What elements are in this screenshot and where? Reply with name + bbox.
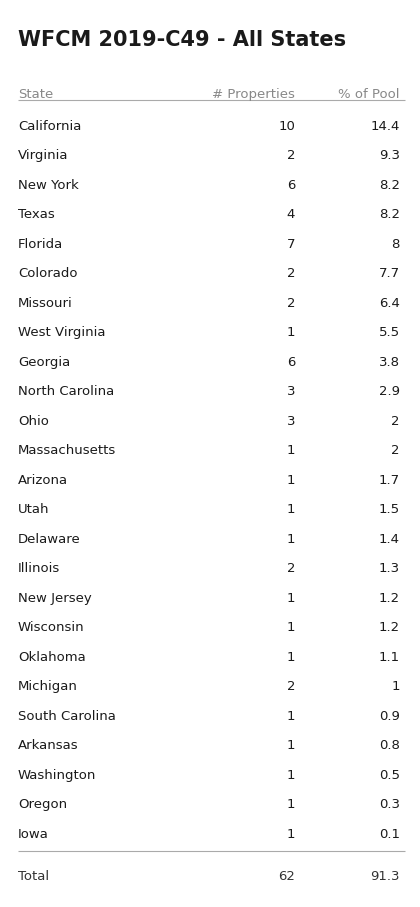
Text: 1: 1 bbox=[286, 503, 295, 516]
Text: WFCM 2019-C49 - All States: WFCM 2019-C49 - All States bbox=[18, 30, 346, 50]
Text: 3: 3 bbox=[286, 414, 295, 428]
Text: Utah: Utah bbox=[18, 503, 50, 516]
Text: Washington: Washington bbox=[18, 769, 96, 782]
Text: 1: 1 bbox=[286, 739, 295, 752]
Text: 1.2: 1.2 bbox=[379, 592, 400, 605]
Text: 6.4: 6.4 bbox=[379, 297, 400, 310]
Text: Michigan: Michigan bbox=[18, 680, 78, 693]
Text: 1: 1 bbox=[286, 532, 295, 546]
Text: Oregon: Oregon bbox=[18, 798, 67, 812]
Text: 62: 62 bbox=[278, 870, 295, 883]
Text: 0.1: 0.1 bbox=[379, 828, 400, 841]
Text: 6: 6 bbox=[286, 356, 295, 369]
Text: 2.9: 2.9 bbox=[379, 385, 400, 398]
Text: 5.5: 5.5 bbox=[379, 327, 400, 339]
Text: 2: 2 bbox=[286, 268, 295, 280]
Text: 1.1: 1.1 bbox=[379, 651, 400, 664]
Text: Total: Total bbox=[18, 870, 49, 883]
Text: Texas: Texas bbox=[18, 209, 55, 221]
Text: 1: 1 bbox=[286, 769, 295, 782]
Text: 2: 2 bbox=[286, 680, 295, 693]
Text: Florida: Florida bbox=[18, 238, 63, 251]
Text: 3.8: 3.8 bbox=[379, 356, 400, 369]
Text: 2: 2 bbox=[391, 444, 400, 457]
Text: 1.3: 1.3 bbox=[379, 562, 400, 575]
Text: 8: 8 bbox=[391, 238, 400, 251]
Text: State: State bbox=[18, 88, 53, 101]
Text: North Carolina: North Carolina bbox=[18, 385, 114, 398]
Text: Iowa: Iowa bbox=[18, 828, 49, 841]
Text: Arizona: Arizona bbox=[18, 473, 68, 487]
Text: 1: 1 bbox=[286, 651, 295, 664]
Text: Delaware: Delaware bbox=[18, 532, 81, 546]
Text: Wisconsin: Wisconsin bbox=[18, 621, 84, 634]
Text: New Jersey: New Jersey bbox=[18, 592, 92, 605]
Text: 8.2: 8.2 bbox=[379, 179, 400, 191]
Text: 1: 1 bbox=[286, 621, 295, 634]
Text: 1.4: 1.4 bbox=[379, 532, 400, 546]
Text: Arkansas: Arkansas bbox=[18, 739, 79, 752]
Text: % of Pool: % of Pool bbox=[339, 88, 400, 101]
Text: 1.5: 1.5 bbox=[379, 503, 400, 516]
Text: 4: 4 bbox=[286, 209, 295, 221]
Text: Georgia: Georgia bbox=[18, 356, 70, 369]
Text: 2: 2 bbox=[391, 414, 400, 428]
Text: 1: 1 bbox=[286, 473, 295, 487]
Text: 8.2: 8.2 bbox=[379, 209, 400, 221]
Text: Virginia: Virginia bbox=[18, 150, 68, 162]
Text: 1: 1 bbox=[286, 444, 295, 457]
Text: Illinois: Illinois bbox=[18, 562, 60, 575]
Text: 1: 1 bbox=[391, 680, 400, 693]
Text: 14.4: 14.4 bbox=[370, 120, 400, 132]
Text: 91.3: 91.3 bbox=[370, 870, 400, 883]
Text: 1: 1 bbox=[286, 828, 295, 841]
Text: South Carolina: South Carolina bbox=[18, 710, 116, 723]
Text: 2: 2 bbox=[286, 297, 295, 310]
Text: 2: 2 bbox=[286, 150, 295, 162]
Text: 0.8: 0.8 bbox=[379, 739, 400, 752]
Text: Ohio: Ohio bbox=[18, 414, 49, 428]
Text: 10: 10 bbox=[278, 120, 295, 132]
Text: 0.5: 0.5 bbox=[379, 769, 400, 782]
Text: 1: 1 bbox=[286, 327, 295, 339]
Text: 1: 1 bbox=[286, 798, 295, 812]
Text: 9.3: 9.3 bbox=[379, 150, 400, 162]
Text: # Properties: # Properties bbox=[212, 88, 295, 101]
Text: 1.2: 1.2 bbox=[379, 621, 400, 634]
Text: Massachusetts: Massachusetts bbox=[18, 444, 116, 457]
Text: 3: 3 bbox=[286, 385, 295, 398]
Text: Missouri: Missouri bbox=[18, 297, 73, 310]
Text: Colorado: Colorado bbox=[18, 268, 78, 280]
Text: 6: 6 bbox=[286, 179, 295, 191]
Text: California: California bbox=[18, 120, 81, 132]
Text: 7.7: 7.7 bbox=[379, 268, 400, 280]
Text: 1: 1 bbox=[286, 592, 295, 605]
Text: New York: New York bbox=[18, 179, 79, 191]
Text: 0.3: 0.3 bbox=[379, 798, 400, 812]
Text: 1: 1 bbox=[286, 710, 295, 723]
Text: 7: 7 bbox=[286, 238, 295, 251]
Text: 1.7: 1.7 bbox=[379, 473, 400, 487]
Text: 2: 2 bbox=[286, 562, 295, 575]
Text: 0.9: 0.9 bbox=[379, 710, 400, 723]
Text: Oklahoma: Oklahoma bbox=[18, 651, 86, 664]
Text: West Virginia: West Virginia bbox=[18, 327, 105, 339]
